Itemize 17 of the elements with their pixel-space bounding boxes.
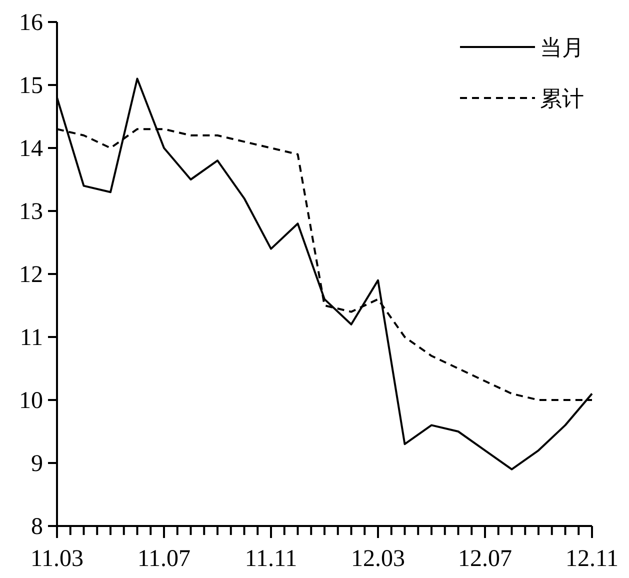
y-tick-label: 13 — [19, 199, 43, 225]
legend-label: 累计 — [540, 86, 584, 111]
x-tick-label: 12.03 — [351, 546, 405, 572]
y-tick-label: 14 — [19, 136, 43, 162]
y-tick-label: 11 — [20, 325, 43, 351]
x-tick-label: 11.11 — [244, 546, 298, 572]
legend-label: 当月 — [540, 35, 584, 60]
y-tick-label: 10 — [19, 388, 43, 414]
y-tick-label: 16 — [19, 10, 43, 36]
x-tick-label: 11.07 — [137, 546, 191, 572]
y-tick-label: 9 — [31, 451, 43, 477]
y-tick-label: 15 — [19, 73, 43, 99]
x-tick-label: 11.03 — [30, 546, 84, 572]
x-tick-label: 12.07 — [458, 546, 512, 572]
y-tick-label: 8 — [31, 514, 43, 540]
y-tick-label: 12 — [19, 262, 43, 288]
x-tick-label: 12.11 — [565, 546, 619, 572]
